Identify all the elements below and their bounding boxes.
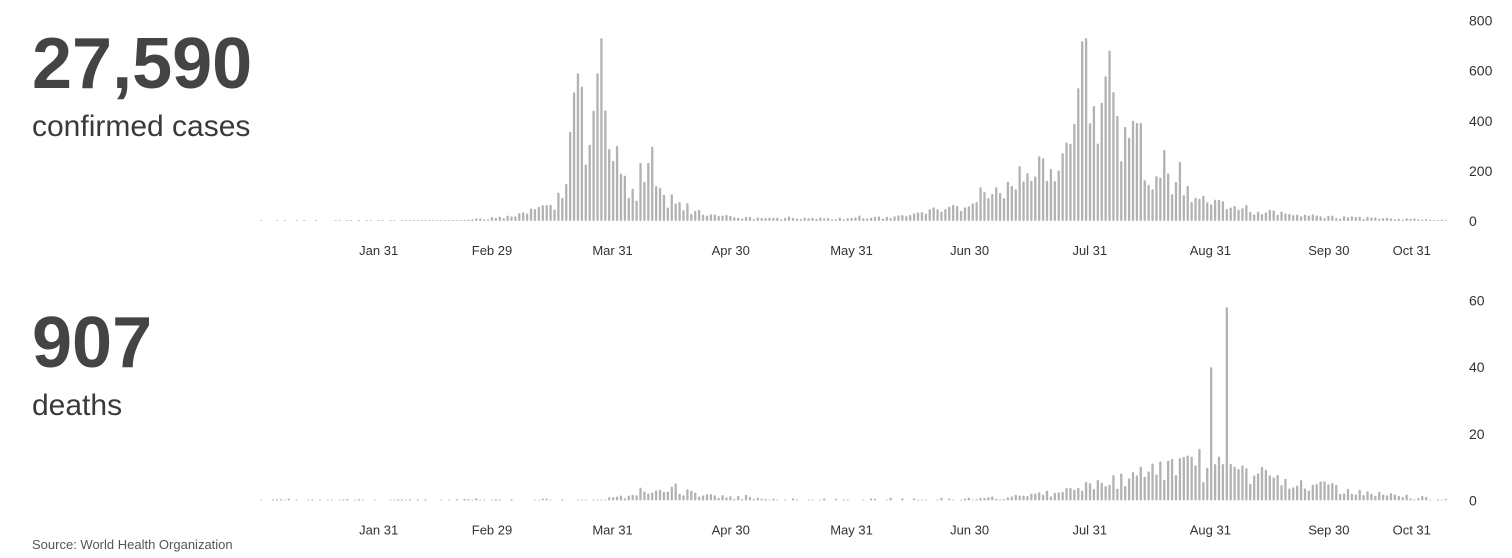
- svg-text:May 31: May 31: [830, 243, 873, 258]
- svg-text:Jun 30: Jun 30: [950, 523, 989, 538]
- svg-text:Jan 31: Jan 31: [359, 243, 398, 258]
- svg-text:Jan 31: Jan 31: [359, 523, 398, 538]
- svg-text:60: 60: [1469, 292, 1485, 308]
- svg-text:Mar 31: Mar 31: [592, 523, 632, 538]
- svg-text:Sep 30: Sep 30: [1308, 243, 1349, 258]
- svg-text:40: 40: [1469, 359, 1485, 375]
- svg-text:400: 400: [1469, 113, 1493, 129]
- svg-text:Jul 31: Jul 31: [1072, 523, 1107, 538]
- svg-text:Apr 30: Apr 30: [712, 243, 750, 258]
- svg-text:Apr 30: Apr 30: [712, 523, 750, 538]
- svg-text:800: 800: [1469, 13, 1493, 29]
- svg-text:0: 0: [1469, 493, 1477, 509]
- svg-text:Aug 31: Aug 31: [1190, 243, 1231, 258]
- svg-text:Jul 31: Jul 31: [1072, 243, 1107, 258]
- svg-text:May 31: May 31: [830, 523, 873, 538]
- svg-text:Oct 31: Oct 31: [1393, 243, 1431, 258]
- svg-text:Feb 29: Feb 29: [472, 523, 512, 538]
- svg-text:Jun 30: Jun 30: [950, 243, 989, 258]
- svg-text:Sep 30: Sep 30: [1308, 523, 1349, 538]
- svg-text:Mar 31: Mar 31: [592, 243, 632, 258]
- svg-text:Aug 31: Aug 31: [1190, 523, 1231, 538]
- svg-text:600: 600: [1469, 63, 1493, 79]
- svg-text:0: 0: [1469, 213, 1477, 229]
- svg-text:200: 200: [1469, 163, 1493, 179]
- svg-text:Feb 29: Feb 29: [472, 243, 512, 258]
- svg-text:Oct 31: Oct 31: [1393, 523, 1431, 538]
- svg-text:20: 20: [1469, 426, 1485, 442]
